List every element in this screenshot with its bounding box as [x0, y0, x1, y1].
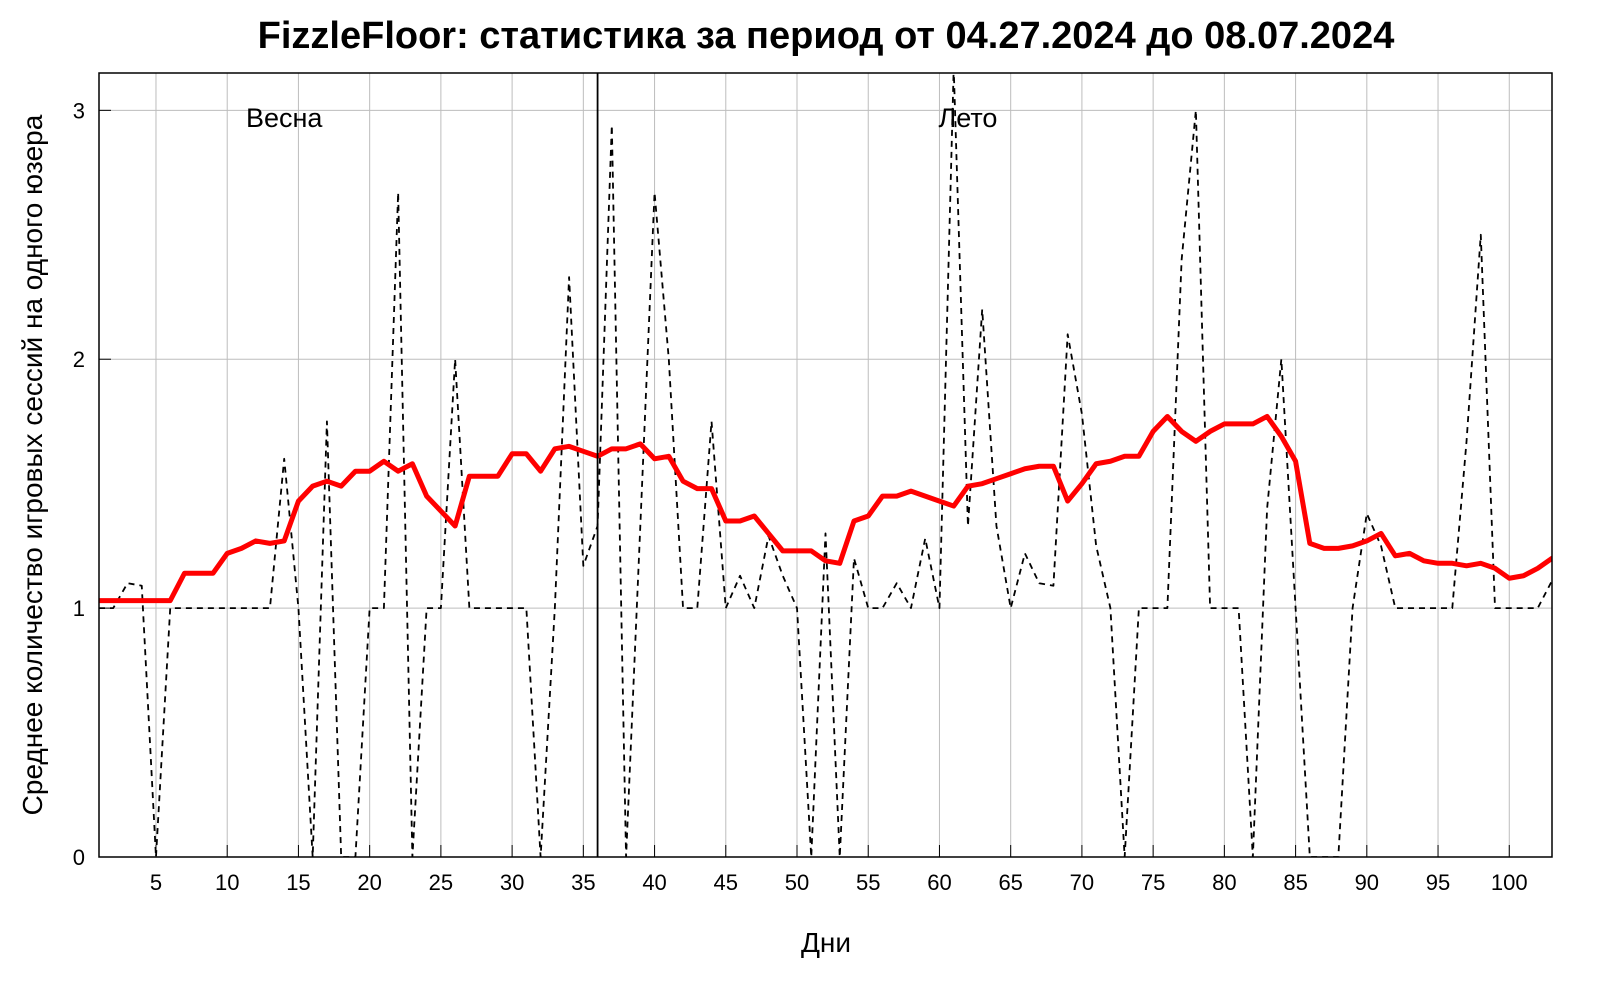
plot-border	[98, 72, 1553, 858]
series-clip-group	[99, 73, 1552, 857]
series-line-daily	[99, 73, 1552, 857]
x-tick-label: 5	[150, 870, 162, 895]
season-label: Весна	[246, 103, 323, 133]
season-label: Лето	[938, 103, 997, 133]
x-tick-label: 85	[1283, 870, 1307, 895]
y-tick-label: 0	[73, 845, 85, 870]
x-tick-label: 40	[642, 870, 666, 895]
plot-frame	[98, 72, 1553, 858]
y-tick-label: 3	[73, 98, 85, 123]
chart-title: FizzleFloor: статистика за период от 04.…	[258, 15, 1395, 57]
y-tick-label: 2	[73, 347, 85, 372]
x-tick-label: 55	[856, 870, 880, 895]
x-tick-label: 25	[429, 870, 453, 895]
x-tick-label: 80	[1212, 870, 1236, 895]
series-lines	[99, 73, 1552, 857]
x-tick-label: 90	[1355, 870, 1379, 895]
x-tick-label: 30	[500, 870, 524, 895]
x-tick-label: 45	[714, 870, 738, 895]
annotations: Весна Лето	[246, 103, 997, 133]
series-line-smoothed	[99, 413, 1552, 604]
x-tick-label: 75	[1141, 870, 1165, 895]
x-tick-label: 35	[571, 870, 595, 895]
x-tick-label: 70	[1070, 870, 1094, 895]
x-tick-label: 15	[286, 870, 310, 895]
x-axis-label: Дни	[801, 927, 851, 958]
tick-labels: 5 10 15 20 25 30 35 40 45 50 55 60 65 70 75 80 85 90 95 100…	[73, 98, 1528, 895]
y-axis-label: Среднее количество игровых сессий на одн…	[17, 114, 48, 815]
x-tick-label: 50	[785, 870, 809, 895]
x-tick-label: 65	[998, 870, 1022, 895]
x-tick-label: 95	[1426, 870, 1450, 895]
x-tick-label: 60	[927, 870, 951, 895]
x-tick-label: 10	[215, 870, 239, 895]
gridlines	[99, 73, 1552, 858]
x-tick-label: 20	[357, 870, 381, 895]
x-tick-label: 100	[1491, 870, 1528, 895]
y-tick-label: 1	[73, 596, 85, 621]
